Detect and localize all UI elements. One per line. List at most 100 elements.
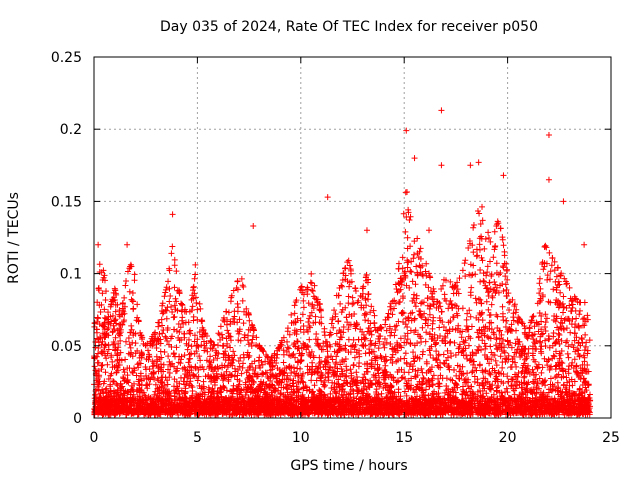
data-point: [309, 287, 316, 294]
data-point: [204, 348, 211, 355]
data-point: [95, 285, 102, 292]
data-point: [171, 302, 178, 309]
data-point: [201, 389, 208, 396]
data-point: [548, 363, 555, 370]
data-point: [298, 357, 305, 364]
data-point: [109, 358, 116, 365]
data-point: [419, 380, 426, 387]
data-point: [305, 300, 312, 307]
data-point: [267, 358, 274, 365]
data-point: [438, 285, 445, 292]
data-point: [158, 316, 165, 323]
data-point: [497, 269, 504, 276]
data-point: [383, 339, 390, 346]
data-point: [526, 370, 533, 377]
data-point: [371, 312, 378, 319]
data-point: [309, 301, 316, 308]
data-point: [159, 330, 166, 337]
data-point: [502, 281, 509, 288]
data-point: [121, 390, 128, 397]
data-point: [470, 222, 477, 229]
data-point: [487, 343, 494, 350]
data-point: [166, 285, 173, 292]
data-point: [123, 278, 130, 285]
data-point: [414, 235, 421, 242]
data-point: [102, 341, 109, 348]
data-point: [134, 314, 141, 321]
data-point: [436, 300, 443, 307]
data-point: [566, 284, 573, 291]
data-point: [213, 349, 220, 356]
data-point: [151, 369, 158, 376]
data-point: [297, 284, 304, 291]
data-point: [171, 262, 178, 269]
data-point: [560, 309, 567, 316]
data-point: [213, 390, 220, 397]
data-point: [541, 323, 548, 330]
data-point: [346, 283, 353, 290]
data-point: [297, 365, 304, 372]
data-point: [224, 327, 231, 334]
data-point: [171, 313, 178, 320]
data-point: [402, 228, 409, 235]
data-point: [171, 363, 178, 370]
data-point: [492, 369, 499, 376]
data-point: [219, 342, 226, 349]
data-point: [401, 369, 408, 376]
data-point: [248, 339, 255, 346]
data-point: [412, 281, 419, 288]
data-point: [542, 382, 549, 389]
data-point: [502, 323, 509, 330]
data-point: [399, 254, 406, 261]
data-point: [353, 369, 360, 376]
data-point: [581, 347, 588, 354]
data-point: [451, 339, 458, 346]
data-point: [376, 333, 383, 340]
data-point: [555, 330, 562, 337]
data-point: [416, 307, 423, 314]
data-point: [544, 272, 551, 279]
data-point: [529, 331, 536, 338]
data-point: [486, 279, 493, 286]
data-point: [162, 286, 169, 293]
data-point: [173, 298, 180, 305]
data-point: [412, 303, 419, 310]
data-point: [121, 294, 128, 301]
data-point: [185, 359, 192, 366]
data-point: [513, 363, 520, 370]
data-point: [536, 280, 543, 287]
data-point: [414, 250, 421, 257]
data-point: [460, 345, 467, 352]
data-point: [239, 364, 246, 371]
data-point: [124, 268, 131, 275]
data-point: [163, 315, 170, 322]
data-point: [430, 372, 437, 379]
data-point: [391, 297, 398, 304]
data-point: [407, 268, 414, 275]
data-point: [371, 320, 378, 327]
data-point: [402, 189, 409, 196]
data-point: [492, 357, 499, 364]
data-point: [545, 333, 552, 340]
data-point: [447, 278, 454, 285]
data-point: [542, 337, 549, 344]
data-point: [430, 314, 437, 321]
data-point: [245, 326, 252, 333]
data-point: [548, 262, 555, 269]
data-point: [555, 282, 562, 289]
data-point: [288, 311, 295, 318]
data-point: [260, 370, 267, 377]
data-point: [542, 319, 549, 326]
data-point: [345, 300, 352, 307]
data-point: [580, 352, 587, 359]
data-point: [491, 278, 498, 285]
data-point: [323, 338, 330, 345]
data-point: [536, 290, 543, 297]
data-point: [102, 369, 109, 376]
data-point: [308, 377, 315, 384]
data-point: [297, 317, 304, 324]
data-point: [563, 280, 570, 287]
data-point: [498, 331, 505, 338]
data-point: [491, 228, 498, 235]
data-point: [129, 290, 136, 297]
